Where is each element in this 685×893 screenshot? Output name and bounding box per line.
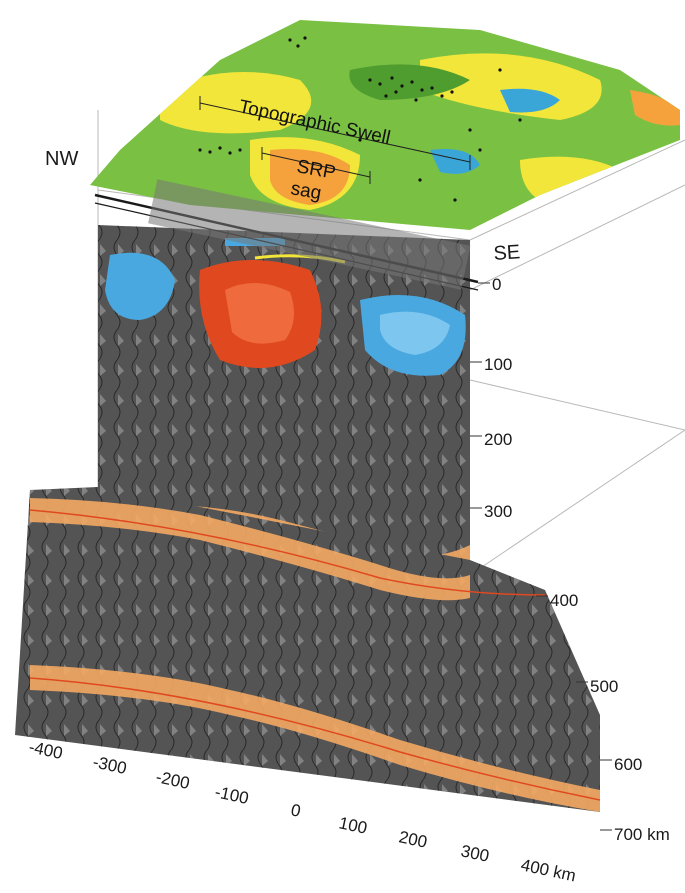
depth-tick-0: 0 xyxy=(492,275,501,294)
station-line xyxy=(94,179,479,291)
seismicity-dots xyxy=(198,36,522,202)
distance-tick-400: 400 km xyxy=(519,855,577,885)
distance-tick-200: 200 xyxy=(397,827,429,851)
distance-tick-neg100: -100 xyxy=(213,782,250,808)
depth-tick-700: 700 km xyxy=(614,825,670,844)
se-label: SE xyxy=(493,241,521,265)
depth-tick-300: 300 xyxy=(484,502,512,521)
sag-label: sag xyxy=(289,178,323,204)
depth-tick-500: 500 xyxy=(590,677,618,696)
annotation-lines xyxy=(199,96,471,184)
distance-tick-neg300: -300 xyxy=(91,752,128,778)
distance-tick-neg200: -200 xyxy=(154,767,191,793)
distance-tick-neg400: -400 xyxy=(27,737,64,763)
distance-tick-0: 0 xyxy=(289,800,302,821)
nw-label: NW xyxy=(45,148,78,170)
distance-tick-100: 100 xyxy=(337,813,369,837)
depth-tick-400: 400 xyxy=(550,591,578,610)
fast-anomaly-west xyxy=(105,252,175,320)
discontinuity-660 xyxy=(30,665,600,812)
distance-tick-300: 300 xyxy=(459,841,491,865)
depth-tick-100: 100 xyxy=(484,355,512,374)
depth-tick-600: 600 xyxy=(614,755,642,774)
depth-tick-200: 200 xyxy=(484,430,512,449)
srp-sag-area xyxy=(270,149,350,205)
depth-axis: 0 100 200 300 400 500 600 700 km xyxy=(470,275,670,844)
